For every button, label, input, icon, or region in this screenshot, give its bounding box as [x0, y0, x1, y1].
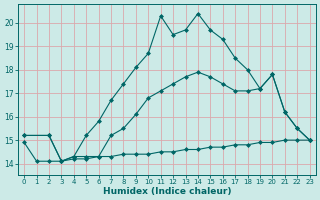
X-axis label: Humidex (Indice chaleur): Humidex (Indice chaleur) — [103, 187, 231, 196]
